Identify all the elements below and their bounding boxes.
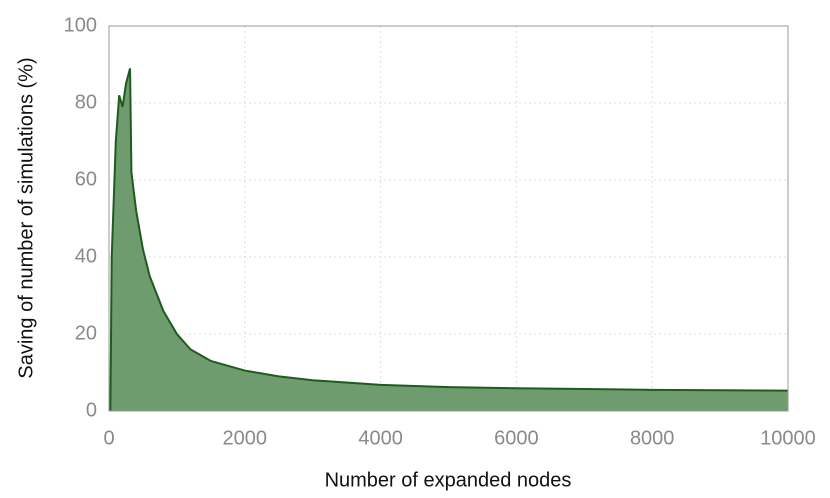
y-tick-label: 80	[75, 91, 97, 113]
x-tick-label: 6000	[494, 427, 539, 449]
x-tick-label: 2000	[223, 427, 268, 449]
plot-frame	[108, 25, 789, 412]
area-fill	[110, 68, 788, 411]
y-tick-label: 40	[75, 245, 97, 267]
y-tick-label: 100	[64, 14, 97, 36]
x-tick-label: 8000	[630, 427, 675, 449]
area-line	[109, 68, 789, 412]
x-tick-label: 4000	[358, 427, 403, 449]
y-tick-label: 60	[75, 168, 97, 190]
y-tick-label: 20	[75, 322, 97, 344]
x-tick-label: 0	[103, 427, 114, 449]
x-tick-label: 10000	[760, 427, 816, 449]
x-axis-title: Number of expanded nodes	[325, 469, 572, 491]
y-axis-title: Saving of number of simulations (%)	[15, 57, 37, 378]
y-tick-label: 0	[86, 399, 97, 421]
